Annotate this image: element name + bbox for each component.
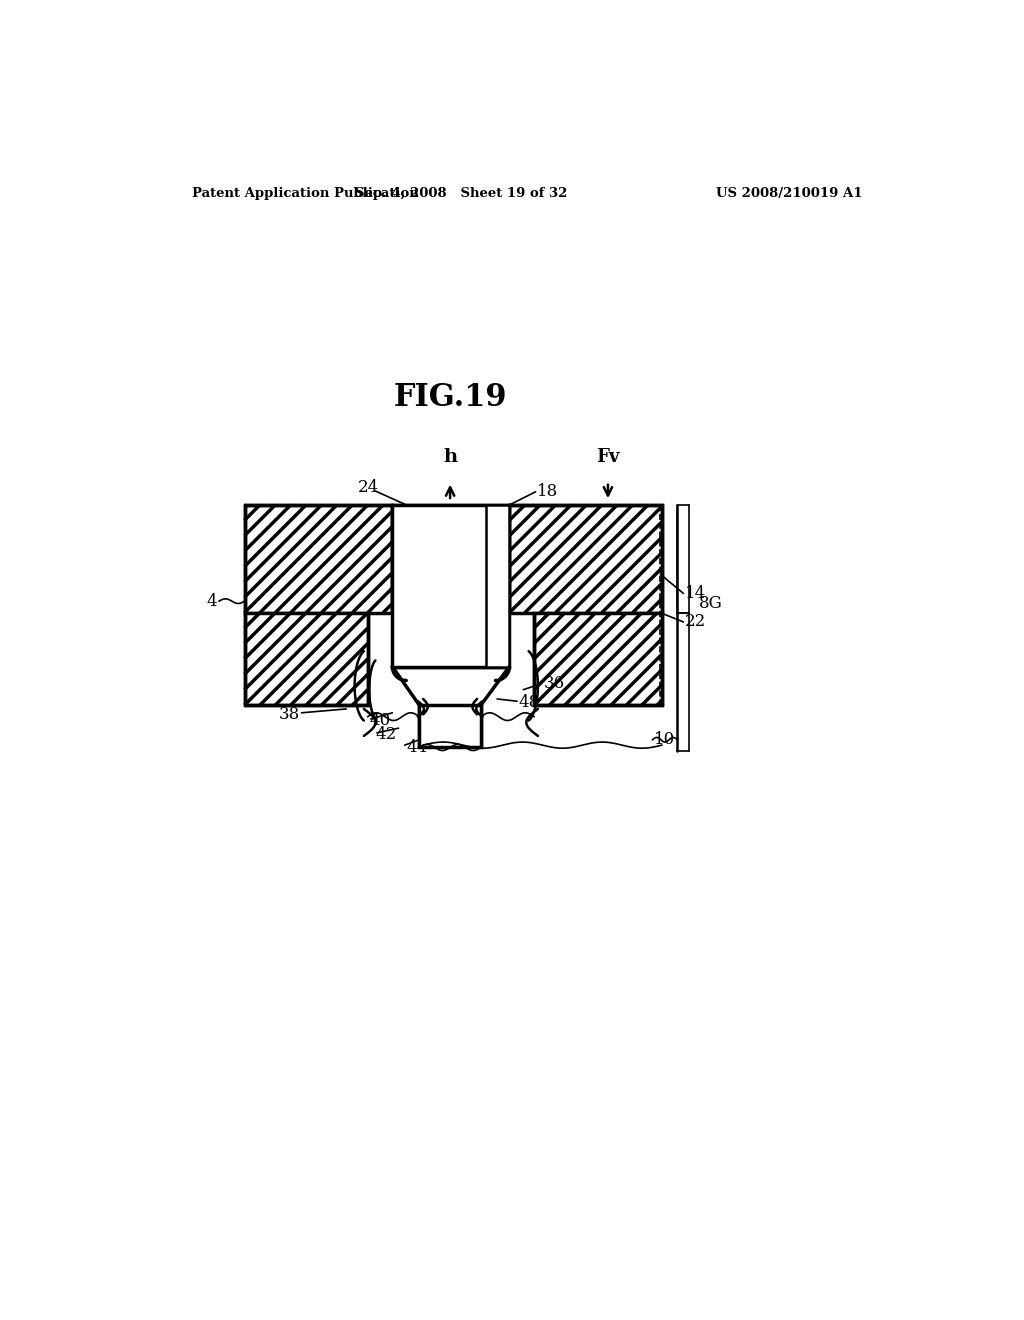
Text: 42: 42	[376, 726, 396, 743]
Text: 38: 38	[279, 706, 300, 723]
Text: 8G: 8G	[698, 595, 723, 612]
Text: h: h	[443, 449, 457, 466]
Bar	[486, 506, 509, 667]
Text: US 2008/210019 A1: US 2008/210019 A1	[716, 187, 862, 199]
Text: 18: 18	[538, 483, 558, 500]
Text: 36: 36	[544, 675, 564, 692]
Text: 10: 10	[654, 731, 676, 748]
Bar	[419, 705, 481, 747]
Text: 48: 48	[518, 694, 540, 711]
Bar	[245, 506, 392, 612]
Text: Sep. 4, 2008   Sheet 19 of 32: Sep. 4, 2008 Sheet 19 of 32	[355, 187, 568, 199]
Bar	[535, 612, 662, 705]
Text: 24: 24	[357, 479, 379, 496]
Text: Patent Application Publication: Patent Application Publication	[193, 187, 419, 199]
Bar	[392, 506, 509, 667]
Text: 22: 22	[685, 614, 707, 631]
Text: 44: 44	[407, 739, 427, 756]
Text: Fv: Fv	[596, 449, 620, 466]
Text: FIG.19: FIG.19	[393, 381, 507, 413]
Bar	[245, 612, 368, 705]
Text: 14: 14	[685, 585, 707, 602]
Bar	[509, 506, 662, 612]
Text: 4: 4	[206, 593, 217, 610]
Text: 40: 40	[370, 711, 390, 729]
